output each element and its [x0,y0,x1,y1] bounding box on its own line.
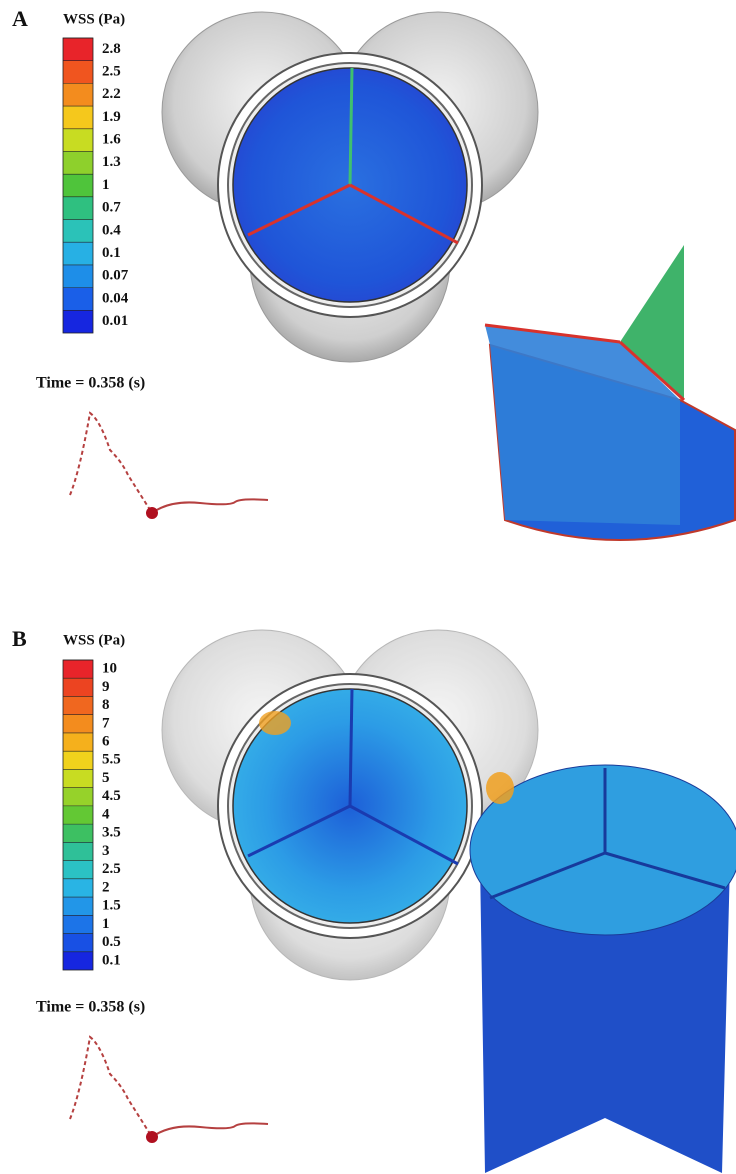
legend-label: 1.6 [102,132,121,148]
waveform-solid [152,499,268,513]
legend-label: 1 [102,177,110,193]
time-marker [146,507,158,519]
legend-swatch [63,879,93,897]
legend-label: 1.3 [102,154,121,170]
legend-title: WSS (Pa) [63,11,125,27]
legend-label: 4 [102,806,110,822]
legend-label: 6 [102,733,110,749]
legend-swatch [63,934,93,952]
panel-label: B [12,626,27,651]
panel: A WSS (Pa) 2.8 2.5 2.2 1.9 1.6 1.3 1 0.7 0.4 0.1 0.0… [12,6,735,540]
legend-swatch [63,824,93,842]
legend-label: 2.8 [102,41,121,57]
legend-swatch [63,952,93,970]
legend-swatch [63,788,93,806]
figure: A WSS (Pa) 2.8 2.5 2.2 1.9 1.6 1.3 1 0.7 0.4 0.1 0.0… [0,0,736,1174]
legend-label: 1 [102,916,110,932]
legend-label: 3 [102,843,110,859]
panel-label: A [12,6,28,31]
legend-swatch [63,751,93,769]
legend-label: 0.7 [102,200,121,216]
legend-label: 3.5 [102,825,121,841]
legend-swatch [63,769,93,787]
legend-swatch [63,220,93,243]
legend-swatch [63,242,93,265]
legend-swatch [63,129,93,152]
legend-label: 0.07 [102,268,129,284]
legend-swatch [63,288,93,311]
legend-swatch [63,174,93,197]
legend-label: 0.5 [102,934,121,950]
legend-label: 0.04 [102,290,129,306]
hotspot [486,772,514,804]
legend-label: 0.01 [102,313,128,329]
legend-label: 1.9 [102,109,121,125]
leaflet-edge [350,68,352,185]
legend-swatch [63,678,93,696]
legend-swatch [63,660,93,678]
time-label: Time = 0.358 (s) [36,999,145,1016]
legend-swatch [63,265,93,288]
legend-swatch [63,310,93,333]
legend-label: 1.5 [102,898,121,914]
legend-label: 9 [102,679,110,695]
waveform-dashed [70,1037,152,1137]
legend-swatch [63,83,93,106]
leaflet-edge [350,689,352,806]
legend-swatch [63,197,93,220]
waveform-solid [152,1123,268,1137]
waveform-dashed [70,413,152,513]
legend-label: 0.1 [102,245,121,261]
legend-label: 8 [102,697,110,713]
time-marker [146,1131,158,1143]
page: {"panels": [ {"label": "A", "legend_titl… [0,0,736,1174]
legend-label: 7 [102,715,110,731]
legend-label: 2.2 [102,86,121,102]
legend-swatch [63,897,93,915]
legend-swatch [63,38,93,61]
legend-label: 0.1 [102,952,121,968]
legend-swatch [63,861,93,879]
legend-label: 2.5 [102,861,121,877]
legend-swatch [63,696,93,714]
legend-label: 5.5 [102,752,121,768]
legend-swatch [63,806,93,824]
legend-swatch [63,106,93,129]
legend-swatch [63,61,93,84]
legend-label: 10 [102,661,117,677]
legend-swatch [63,151,93,174]
panel: B WSS (Pa) 10 9 8 7 6 5.5 5 4.5 4 3.5 3 2.5 2 1.5 1 0.5 0.… [12,626,736,1173]
legend-swatch [63,715,93,733]
time-label: Time = 0.358 (s) [36,375,145,392]
legend-label: 4.5 [102,788,121,804]
legend-label: 5 [102,770,110,786]
legend-label: 2 [102,879,110,895]
legend-title: WSS (Pa) [63,632,125,648]
hotspot [259,711,291,735]
legend-swatch [63,842,93,860]
legend-swatch [63,733,93,751]
legend-label: 2.5 [102,63,121,79]
legend-label: 0.4 [102,222,121,238]
legend-swatch [63,915,93,933]
